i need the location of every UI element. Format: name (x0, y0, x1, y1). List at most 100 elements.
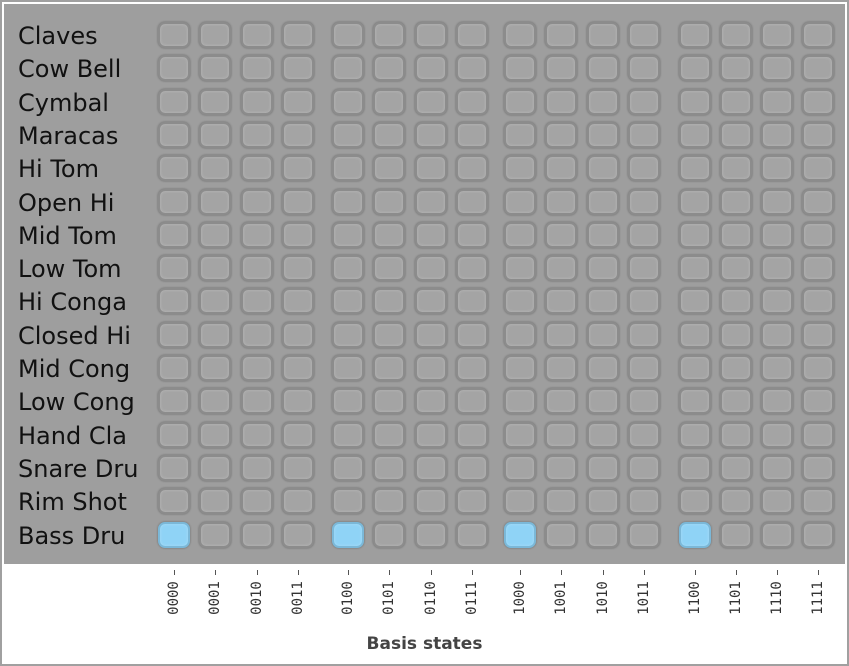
step-pad[interactable] (802, 488, 834, 515)
step-pad[interactable] (158, 288, 190, 315)
step-pad[interactable] (628, 88, 660, 115)
step-pad[interactable] (802, 188, 834, 215)
step-pad[interactable] (628, 488, 660, 515)
step-pad[interactable] (415, 288, 447, 315)
step-pad[interactable] (679, 388, 711, 415)
step-pad[interactable] (158, 454, 190, 481)
step-pad[interactable] (332, 421, 364, 448)
step-pad[interactable] (679, 321, 711, 348)
step-pad[interactable] (587, 255, 619, 282)
step-pad[interactable] (282, 188, 314, 215)
step-pad[interactable] (802, 88, 834, 115)
step-pad[interactable] (802, 55, 834, 82)
step-pad[interactable] (587, 288, 619, 315)
step-pad[interactable] (415, 521, 447, 548)
step-pad[interactable] (199, 355, 231, 381)
step-pad[interactable] (802, 454, 834, 481)
step-pad[interactable] (282, 255, 314, 282)
step-pad[interactable] (332, 454, 364, 481)
step-pad[interactable] (415, 355, 447, 381)
step-pad[interactable] (504, 454, 536, 481)
step-pad[interactable] (587, 155, 619, 182)
step-pad[interactable] (199, 521, 231, 548)
step-pad[interactable] (282, 321, 314, 348)
step-pad[interactable] (545, 255, 577, 282)
step-pad[interactable] (199, 121, 231, 148)
step-pad[interactable] (456, 255, 488, 282)
step-pad[interactable] (587, 488, 619, 515)
step-pad[interactable] (415, 121, 447, 148)
step-pad[interactable] (802, 355, 834, 381)
step-pad[interactable] (587, 121, 619, 148)
step-pad[interactable] (545, 88, 577, 115)
step-pad[interactable] (199, 288, 231, 315)
step-pad[interactable] (628, 355, 660, 381)
step-pad[interactable] (332, 88, 364, 115)
step-pad[interactable] (545, 355, 577, 381)
step-pad[interactable] (679, 88, 711, 115)
step-pad[interactable] (241, 255, 273, 282)
step-pad[interactable] (587, 88, 619, 115)
step-pad[interactable] (761, 355, 793, 381)
step-pad[interactable] (679, 121, 711, 148)
step-pad[interactable] (504, 121, 536, 148)
step-pad[interactable] (720, 321, 752, 348)
step-pad[interactable] (504, 188, 536, 215)
step-pad[interactable] (158, 221, 190, 248)
step-pad[interactable] (158, 255, 190, 282)
step-pad[interactable] (241, 521, 273, 548)
step-pad[interactable] (373, 22, 405, 48)
step-pad[interactable] (802, 388, 834, 415)
step-pad[interactable] (373, 421, 405, 448)
step-pad[interactable] (282, 221, 314, 248)
step-pad[interactable] (373, 155, 405, 182)
step-pad[interactable] (504, 488, 536, 515)
step-pad[interactable] (761, 288, 793, 315)
step-pad[interactable] (802, 121, 834, 148)
step-pad[interactable] (679, 488, 711, 515)
step-pad[interactable] (199, 55, 231, 82)
step-pad[interactable] (241, 22, 273, 48)
step-pad[interactable] (282, 22, 314, 48)
step-pad[interactable] (761, 88, 793, 115)
step-pad[interactable] (332, 22, 364, 48)
step-pad[interactable] (761, 388, 793, 415)
step-pad[interactable] (545, 388, 577, 415)
step-pad[interactable] (628, 521, 660, 548)
step-pad[interactable] (587, 221, 619, 248)
step-pad[interactable] (679, 421, 711, 448)
step-pad[interactable] (628, 288, 660, 315)
step-pad[interactable] (628, 321, 660, 348)
step-pad[interactable] (415, 221, 447, 248)
step-pad[interactable] (679, 255, 711, 282)
step-pad[interactable] (504, 288, 536, 315)
step-pad[interactable] (415, 155, 447, 182)
step-pad[interactable] (679, 221, 711, 248)
step-pad[interactable] (415, 88, 447, 115)
step-pad[interactable] (761, 188, 793, 215)
step-pad[interactable] (373, 488, 405, 515)
step-pad[interactable] (761, 521, 793, 548)
step-pad[interactable] (761, 421, 793, 448)
step-pad[interactable] (802, 155, 834, 182)
step-pad[interactable] (720, 355, 752, 381)
step-pad[interactable] (587, 521, 619, 548)
step-pad[interactable] (199, 188, 231, 215)
step-pad[interactable] (241, 355, 273, 381)
step-pad[interactable] (587, 321, 619, 348)
step-pad[interactable] (720, 22, 752, 48)
step-pad[interactable] (199, 321, 231, 348)
step-pad[interactable] (415, 454, 447, 481)
step-pad[interactable] (241, 388, 273, 415)
step-pad[interactable] (802, 521, 834, 548)
step-pad[interactable] (504, 421, 536, 448)
step-pad[interactable] (282, 288, 314, 315)
step-pad[interactable] (456, 22, 488, 48)
step-pad[interactable] (199, 255, 231, 282)
step-pad[interactable] (415, 321, 447, 348)
step-pad[interactable] (456, 355, 488, 381)
step-pad[interactable] (679, 188, 711, 215)
step-pad[interactable] (241, 454, 273, 481)
step-pad[interactable] (720, 221, 752, 248)
step-pad[interactable] (545, 221, 577, 248)
